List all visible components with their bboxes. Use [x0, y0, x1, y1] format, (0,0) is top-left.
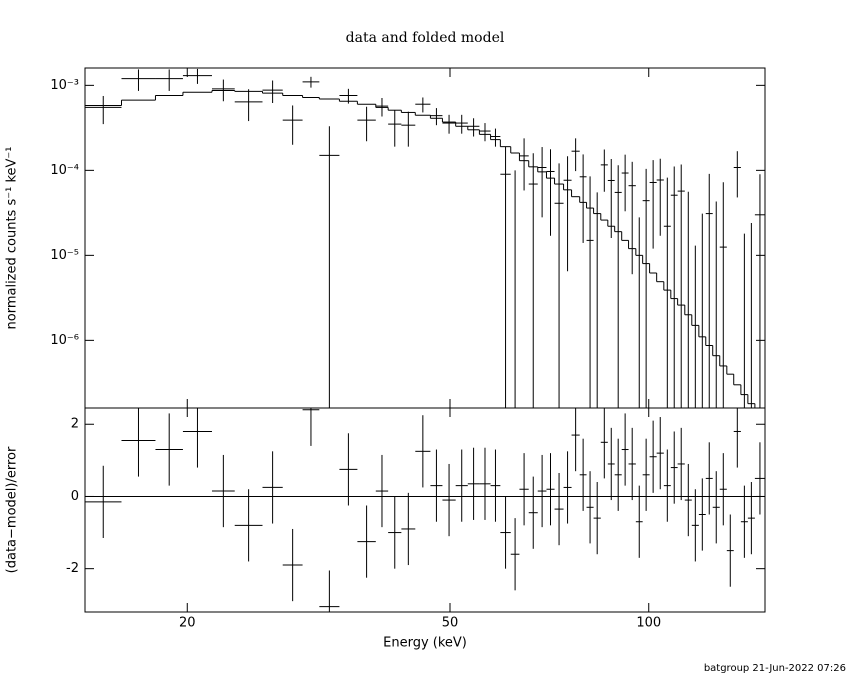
y-tick-label: 2	[71, 417, 79, 432]
plot-frame	[84, 67, 766, 409]
plot-area	[85, 68, 765, 408]
footer: batgroup 21-Jun-2022 07:26	[704, 663, 846, 674]
y-axis-label: normalized counts s⁻¹ keV⁻¹	[5, 147, 20, 330]
plot-area	[85, 408, 765, 612]
x-tick-label: 20	[179, 616, 196, 631]
plot-frame	[84, 407, 766, 613]
y-tick-label: 10⁻⁵	[50, 248, 79, 263]
y-axis-label: (data−model)/error	[5, 446, 20, 573]
chart-title: data and folded model	[346, 30, 505, 46]
y-tick-label: 10⁻⁶	[50, 333, 79, 348]
x-tick-label: 100	[636, 616, 661, 631]
y-tick-label: 10⁻⁴	[50, 163, 79, 178]
y-tick-label: -2	[66, 561, 79, 576]
x-axis-label: Energy (keV)	[383, 636, 467, 651]
y-tick-label: 10⁻³	[50, 78, 79, 93]
y-tick-label: 0	[71, 489, 79, 504]
x-tick-label: 50	[442, 616, 459, 631]
